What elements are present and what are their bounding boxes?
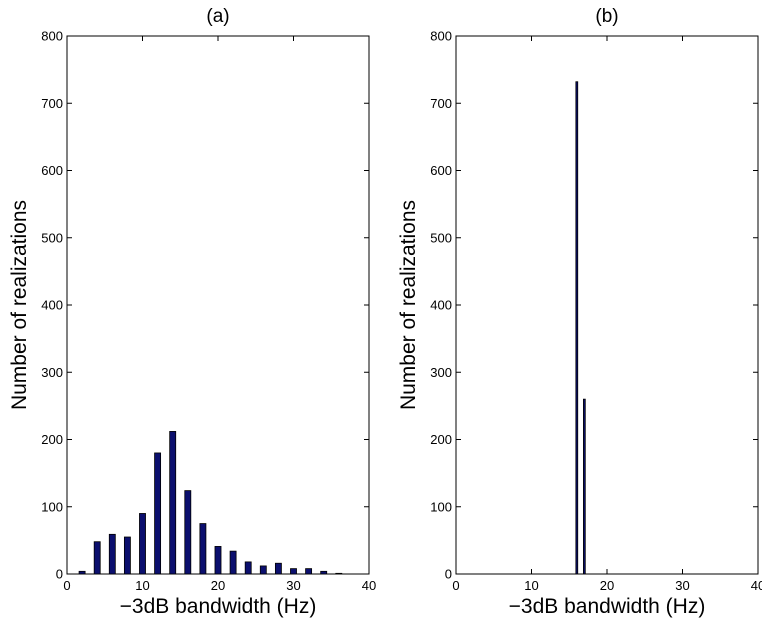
y-tick-label: 800 — [430, 29, 452, 44]
bar — [184, 490, 192, 575]
bar — [320, 570, 328, 575]
y-tick-label: 100 — [41, 499, 63, 514]
bar — [583, 398, 586, 575]
x-tick-label: 0 — [452, 578, 459, 593]
y-tick-label: 600 — [430, 163, 452, 178]
x-axis-label-b: −3dB bandwidth (Hz) — [509, 595, 706, 618]
bar — [214, 546, 222, 575]
y-axis-label-b: Number of realizations — [397, 200, 420, 410]
y-tick-label: 500 — [430, 230, 452, 245]
bar — [575, 81, 579, 575]
y-tick-label: 200 — [41, 432, 63, 447]
bars-b — [575, 81, 586, 575]
y-tick-label: 300 — [430, 365, 452, 380]
x-tick-label: 30 — [286, 578, 300, 593]
x-tick-label: 20 — [600, 578, 614, 593]
bar — [244, 561, 252, 575]
bar — [259, 565, 267, 575]
y-tick-label: 700 — [430, 96, 452, 111]
x-tick-label: 10 — [524, 578, 538, 593]
bar — [290, 568, 297, 575]
x-axis-b: 0 10 20 30 40 — [452, 36, 762, 593]
bar — [274, 562, 282, 575]
y-axis-b: 0 100 200 300 400 500 600 700 800 — [430, 29, 758, 582]
bar — [78, 570, 86, 575]
y-tick-label: 800 — [41, 29, 63, 44]
chart-title-a: (a) — [206, 6, 229, 27]
y-tick-label: 100 — [430, 499, 452, 514]
x-tick-label: 30 — [675, 578, 689, 593]
bar — [199, 523, 207, 575]
y-tick-label: 600 — [41, 163, 63, 178]
y-tick-label: 400 — [41, 298, 63, 313]
bar — [108, 533, 116, 575]
bar — [93, 541, 101, 575]
bar — [169, 431, 177, 575]
bar — [229, 550, 237, 575]
bar — [154, 452, 162, 575]
bar — [139, 513, 146, 575]
bar — [123, 536, 131, 575]
x-tick-label: 10 — [135, 578, 149, 593]
x-tick-label: 40 — [751, 578, 762, 593]
x-axis-label-a: −3dB bandwidth (Hz) — [120, 595, 317, 618]
x-tick-label: 40 — [362, 578, 376, 593]
plot-frame-a — [66, 35, 370, 575]
chart-title-b: (b) — [595, 6, 618, 27]
y-tick-label: 700 — [41, 96, 63, 111]
y-tick-label: 0 — [56, 567, 63, 582]
x-tick-label: 0 — [63, 578, 70, 593]
bars-a — [78, 431, 343, 575]
x-axis-a: 0 10 20 30 40 — [63, 36, 376, 593]
y-tick-label: 500 — [41, 230, 63, 245]
y-axis-a: 0 100 200 300 400 500 600 700 800 — [41, 29, 369, 582]
x-tick-label: 20 — [211, 578, 225, 593]
bar — [335, 572, 343, 575]
plot-frame-b — [455, 35, 759, 575]
y-tick-label: 200 — [430, 432, 452, 447]
bar — [305, 568, 313, 575]
y-axis-label-a: Number of realizations — [8, 200, 31, 410]
y-tick-label: 300 — [41, 365, 63, 380]
y-tick-label: 400 — [430, 298, 452, 313]
y-tick-label: 0 — [445, 567, 452, 582]
